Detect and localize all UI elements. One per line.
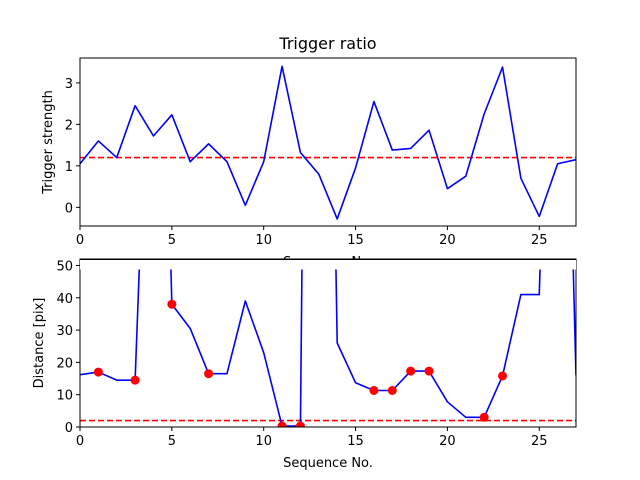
bottom-plot-ylabel: Distance [pix] — [32, 298, 47, 389]
bottom-plot-marker-point — [93, 367, 103, 377]
bottom-plot-xtick-label: 15 — [347, 434, 364, 449]
bottom-plot-xtick-label: 10 — [255, 434, 272, 449]
bottom-plot-marker-point — [479, 412, 489, 422]
bottom-plot-xtick-label: 20 — [439, 434, 456, 449]
bottom-plot-ytick-label: 20 — [56, 356, 73, 371]
top-plot-xtick-label: 20 — [439, 233, 456, 248]
top-plot-ylabel: Trigger strength — [41, 90, 56, 195]
top-plot-xtick-label: 5 — [168, 233, 176, 248]
top-xlabel-occluder — [80, 259, 576, 270]
bottom-plot-marker-point — [498, 371, 508, 381]
bottom-plot-marker-point — [277, 421, 287, 427]
top-plot-frame — [79, 57, 577, 227]
top-plot-data-area — [80, 65, 576, 220]
bottom-plot-ytick-label: 40 — [56, 292, 73, 307]
bottom-plot-marker-point — [295, 421, 305, 427]
bottom-plot-marker-point — [387, 385, 397, 395]
bottom-plot-xtick-label: 25 — [531, 434, 548, 449]
top-plot-xtick-label: 0 — [76, 233, 84, 248]
top-plot-ytick-label: 2 — [65, 118, 73, 133]
top-plot-ytick-label: 0 — [65, 201, 73, 216]
top-plot-title: Trigger ratio — [278, 34, 376, 53]
bottom-plot-ytick-label: 0 — [65, 421, 73, 436]
top-plot-xtick-label: 10 — [255, 233, 272, 248]
bottom-plot-marker-point — [130, 375, 140, 385]
bottom-plot-marker-point — [424, 366, 434, 376]
bottom-plot-marker-point — [204, 369, 214, 379]
bottom-plot-marker-point — [167, 299, 177, 309]
top-plot-axes: 0 5 10 15 20 25 0 1 2 3 — [65, 77, 548, 248]
bottom-plot-frame — [79, 258, 577, 428]
bottom-plot-xlabel: Sequence No. — [283, 456, 373, 471]
bottom-plot-marker-point — [369, 385, 379, 395]
top-plot-series-line-0 — [80, 65, 576, 220]
top-plot-xtick-label: 15 — [347, 233, 364, 248]
bottom-plot-ytick-label: 30 — [56, 324, 73, 339]
bottom-plot-axes: 0 5 10 15 20 25 0 10 20 30 40 50 — [56, 259, 547, 449]
bottom-plot-ytick-label: 10 — [56, 389, 73, 404]
top-plot-xtick-label: 25 — [531, 233, 548, 248]
bottom-plot-ytick-label: 50 — [56, 259, 73, 274]
bottom-plot-marker-point — [406, 366, 416, 376]
top-plot-ytick-label: 1 — [65, 160, 73, 175]
top-plot-ytick-label: 3 — [65, 77, 73, 92]
top-plot: Trigger ratio 0 5 10 15 20 25 0 1 2 3 Trigger str… — [41, 34, 577, 248]
bottom-plot-xtick-label: 5 — [168, 434, 176, 449]
bottom-plot-xtick-label: 0 — [76, 434, 84, 449]
